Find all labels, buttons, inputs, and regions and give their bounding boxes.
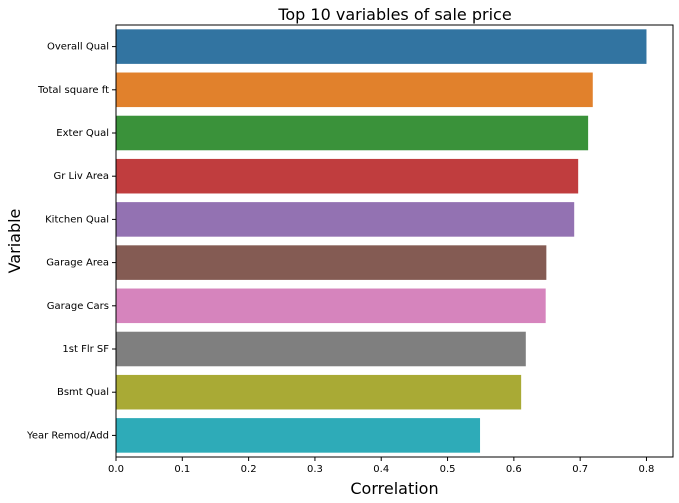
x-tick-label-3: 0.3 xyxy=(307,464,323,475)
bar-6 xyxy=(116,288,546,324)
chart-title: Top 10 variables of sale price xyxy=(277,5,511,24)
plot-frame xyxy=(115,24,674,458)
bar-1 xyxy=(116,72,593,108)
x-tick-label-6: 0.6 xyxy=(506,464,522,475)
y-tick-label-0: Overall Qual xyxy=(47,42,109,53)
bars-group xyxy=(116,29,647,453)
bar-4 xyxy=(116,202,575,237)
bar-3 xyxy=(116,158,579,194)
bar-0 xyxy=(116,29,647,64)
y-tick-label-8: Bsmt Qual xyxy=(57,387,109,398)
y-axis-ticks: Overall Qual Total square ft Exter Qual Gr … xyxy=(26,42,116,441)
x-tick-label-0: 0.0 xyxy=(108,464,124,475)
y-tick-label-7: 1st Flr SF xyxy=(62,344,109,355)
y-tick-label-1: Total square ft xyxy=(37,85,109,96)
y-tick-label-6: Garage Cars xyxy=(47,301,109,312)
x-tick-label-5: 0.5 xyxy=(440,464,456,475)
y-tick-label-4: Kitchen Qual xyxy=(45,214,109,225)
bar-7 xyxy=(116,331,526,367)
x-tick-label-1: 0.1 xyxy=(174,464,190,475)
bar-2 xyxy=(116,115,589,151)
bar-5 xyxy=(116,245,547,280)
x-axis-ticks: 0.0 0.1 0.2 0.3 0.4 0.5 0.6 0.7 0.8 xyxy=(108,457,654,475)
y-tick-label-3: Gr Liv Area xyxy=(54,171,110,182)
bar-9 xyxy=(116,418,481,453)
y-axis-label: Variable xyxy=(5,209,24,274)
y-tick-label-9: Year Remod/Add xyxy=(26,430,109,441)
x-axis-label: Correlation xyxy=(350,479,438,498)
x-tick-label-4: 0.4 xyxy=(373,464,389,475)
x-tick-label-2: 0.2 xyxy=(241,464,257,475)
x-tick-label-8: 0.8 xyxy=(639,464,655,475)
y-tick-label-5: Garage Area xyxy=(46,258,109,269)
y-tick-label-2: Exter Qual xyxy=(56,128,109,139)
x-tick-label-7: 0.7 xyxy=(572,464,588,475)
bar-8 xyxy=(116,374,522,410)
